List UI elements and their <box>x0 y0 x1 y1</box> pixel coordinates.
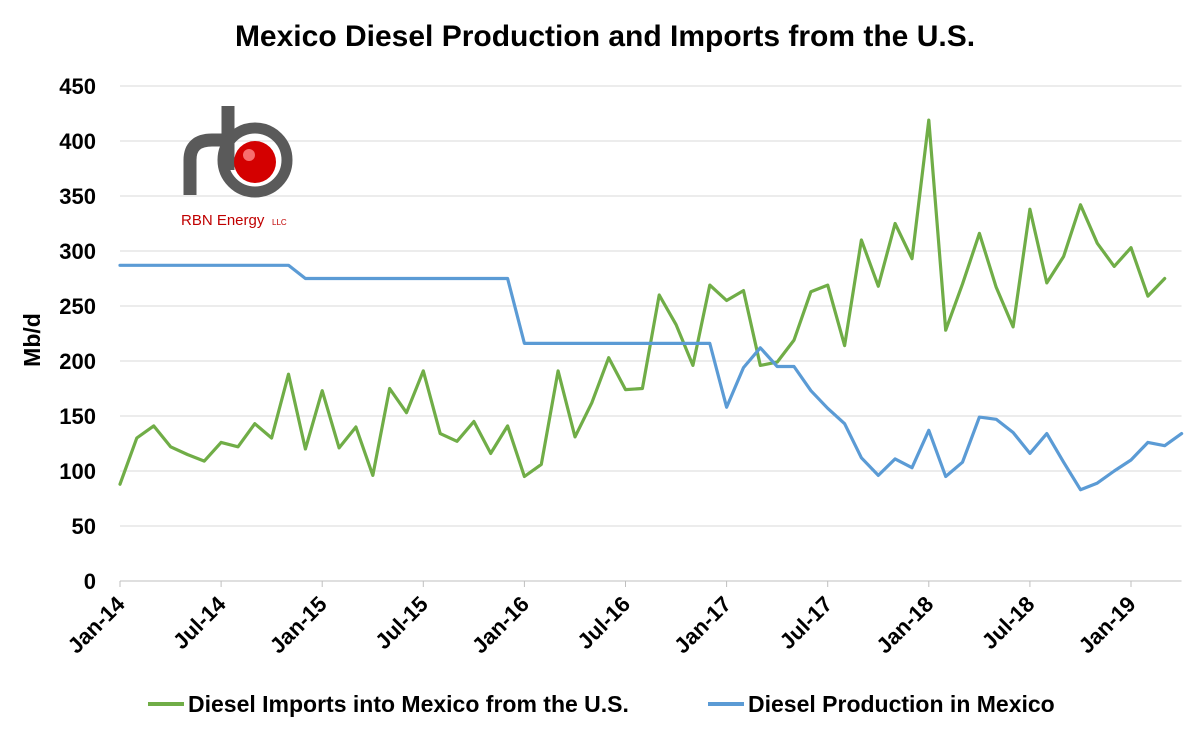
x-tick-label: Jan-19 <box>1074 591 1141 658</box>
y-tick-label: 50 <box>72 514 96 539</box>
series-line-production <box>118 263 1184 492</box>
x-tick-label: Jul-15 <box>370 591 433 654</box>
x-tick-label: Jul-18 <box>977 591 1040 654</box>
x-tick-label: Jan-15 <box>265 591 332 658</box>
legend-label: Diesel Production in Mexico <box>748 691 1055 717</box>
y-tick-label: 150 <box>59 404 96 429</box>
logo-suffix: LLC <box>272 218 287 227</box>
x-tick-label: Jul-17 <box>775 591 838 654</box>
x-tick-label: Jan-14 <box>63 591 131 659</box>
logo-name: RBN Energy <box>181 212 265 229</box>
x-tick-label: Jan-18 <box>871 591 938 658</box>
x-tick-label: Jul-16 <box>572 591 635 654</box>
y-tick-label: 350 <box>59 184 96 209</box>
y-tick-label: 100 <box>59 459 96 484</box>
y-tick-label: 200 <box>59 349 96 374</box>
logo-ball-highlight <box>243 149 255 161</box>
logo-pipe-b-bowl <box>217 122 293 198</box>
plot-lines <box>118 118 1184 492</box>
x-tick-label: Jan-17 <box>669 591 736 658</box>
rbn-energy-logo: RBN Energy LLC <box>181 106 293 229</box>
y-tick-label: 0 <box>84 569 96 594</box>
x-axis-ticks: Jan-14 Jul-14 Jan-15 Jul-15 Jan-16 Jul-16 Jan-… <box>63 581 1141 658</box>
logo-ball <box>234 141 276 183</box>
legend: Diesel Imports into Mexico from the U.S.… <box>148 691 1055 717</box>
y-tick-label: 300 <box>59 239 96 264</box>
legend-label: Diesel Imports into Mexico from the U.S. <box>188 691 629 717</box>
logo-pipe-r <box>183 133 228 195</box>
chart-title: Mexico Diesel Production and Imports fro… <box>235 20 975 53</box>
y-tick-label: 250 <box>59 294 96 319</box>
series-line-imports <box>118 118 1167 486</box>
x-tick-label: Jul-14 <box>168 591 231 654</box>
y-axis-label: Mb/d <box>19 313 45 367</box>
y-tick-label: 450 <box>59 74 96 99</box>
x-tick-label: Jan-16 <box>467 591 534 658</box>
y-tick-label: 400 <box>59 129 96 154</box>
y-axis-ticks: 0 50 100 150 200 250 300 350 400 450 <box>59 74 96 594</box>
